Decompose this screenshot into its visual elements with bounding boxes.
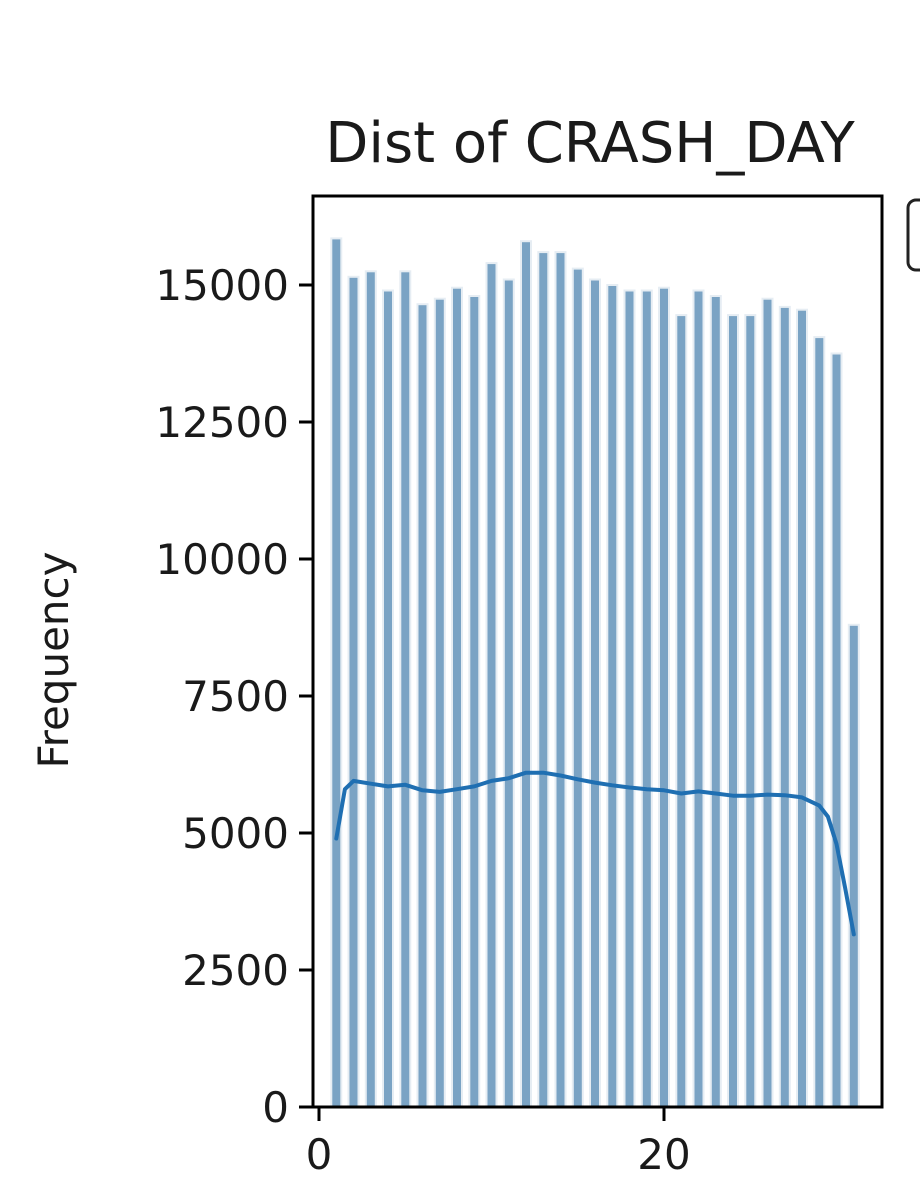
y-axis: 0 2500 5000 7500 10000 12500 15000 bbox=[155, 261, 313, 1132]
bar bbox=[623, 289, 636, 1108]
bar bbox=[606, 284, 619, 1108]
bar bbox=[416, 303, 429, 1108]
y-tick-label: 7500 bbox=[182, 672, 289, 721]
bar bbox=[468, 295, 481, 1108]
bar bbox=[571, 267, 584, 1109]
bar bbox=[847, 623, 860, 1108]
x-axis: 0 20 bbox=[306, 1107, 691, 1179]
bar bbox=[399, 270, 412, 1108]
y-tick-label: 2500 bbox=[182, 946, 289, 995]
bar bbox=[813, 336, 826, 1109]
y-tick-label: 10000 bbox=[155, 535, 289, 584]
y-axis-label: Frequency bbox=[29, 552, 78, 769]
bar bbox=[364, 270, 377, 1108]
bar bbox=[658, 286, 670, 1108]
y-tick-label: 15000 bbox=[155, 261, 289, 310]
chart-title: Dist of CRASH_DAY bbox=[325, 111, 855, 176]
bar bbox=[589, 278, 601, 1108]
bar bbox=[520, 240, 532, 1108]
bar bbox=[675, 314, 688, 1109]
bar bbox=[778, 305, 791, 1108]
bar-series bbox=[330, 237, 860, 1109]
bar bbox=[830, 352, 843, 1108]
x-tick-label: 0 bbox=[306, 1130, 333, 1179]
bar bbox=[502, 278, 515, 1108]
bar bbox=[727, 314, 739, 1109]
plot-frame bbox=[311, 194, 884, 1109]
y-tick-label: 5000 bbox=[182, 809, 289, 858]
bar bbox=[451, 286, 463, 1108]
bar bbox=[640, 289, 653, 1108]
bar bbox=[347, 275, 360, 1108]
x-tick-label: 20 bbox=[637, 1130, 690, 1179]
bar bbox=[537, 251, 550, 1109]
bar bbox=[485, 262, 498, 1109]
bar bbox=[382, 289, 394, 1108]
kde-curve bbox=[334, 770, 856, 937]
bar bbox=[433, 297, 446, 1108]
y-tick-label: 0 bbox=[262, 1083, 289, 1132]
bar bbox=[761, 297, 774, 1108]
bar bbox=[554, 251, 567, 1109]
bar bbox=[692, 289, 705, 1108]
y-tick-label: 12500 bbox=[155, 398, 289, 447]
bar bbox=[744, 314, 757, 1109]
bar bbox=[796, 308, 808, 1108]
bar bbox=[709, 295, 722, 1108]
bar bbox=[330, 237, 343, 1108]
legend-box-edge bbox=[906, 198, 920, 272]
